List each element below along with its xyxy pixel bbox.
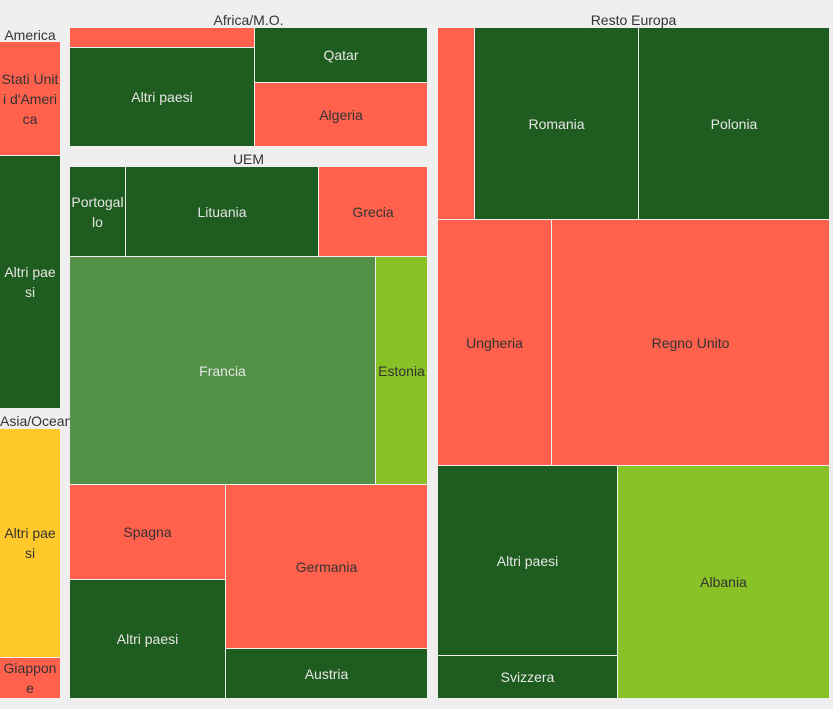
treemap-cell-uem-estonia[interactable]: Estonia [376, 257, 427, 484]
group-label-africa-m-o: Africa/M.O. [213, 12, 284, 28]
group-label-asia-oceania: Asia/Oceania [0, 413, 84, 429]
treemap-cell-resto-europa-svizzera[interactable]: Svizzera [438, 656, 617, 698]
treemap-cell-america-stati-uniti-d-america[interactable]: Stati Uniti d'America [0, 42, 60, 155]
treemap-cell-resto-europa-altri-paesi[interactable]: Altri paesi [438, 466, 617, 655]
treemap-cell-asia-oceania-altri-paesi[interactable]: Altri paesi [0, 429, 60, 657]
treemap-cell-africa-m-o-altri-paesi[interactable]: Altri paesi [70, 48, 254, 146]
treemap-cell-label: Lituania [197, 203, 247, 220]
treemap-cell-america-altri-paesi[interactable]: Altri paesi [0, 156, 60, 408]
treemap-cell-label: Spagna [123, 524, 172, 540]
treemap-cell-label: Altri paesi [131, 89, 193, 105]
treemap-cell-africa-m-o-qatar[interactable]: Qatar [255, 28, 427, 82]
treemap-cell-uem-austria[interactable]: Austria [226, 649, 427, 698]
treemap-cell-label: Francia [199, 362, 246, 379]
group-label-uem: UEM [232, 151, 265, 167]
treemap-cell-resto-europa-regno-unito[interactable]: Regno Unito [552, 220, 829, 465]
treemap-cell-label: Ungheria [466, 334, 523, 351]
treemap-cell-label: Regno Unito [651, 334, 730, 351]
treemap-cell-label: Altri paesi [116, 631, 179, 647]
treemap-cell-africa-m-o-algeria[interactable]: Algeria [255, 83, 427, 146]
treemap-cell-label: Altri paesi [4, 264, 56, 300]
treemap-cell-uem-grecia[interactable]: Grecia [319, 167, 427, 256]
treemap-cell-label: Polonia [710, 115, 758, 132]
group-label-america: America [4, 27, 56, 43]
treemap-cell-label: Grecia [352, 203, 394, 220]
treemap-cell-resto-europa-ungheria[interactable]: Ungheria [438, 220, 551, 465]
treemap-cell-uem-germania[interactable]: Germania [226, 485, 427, 648]
treemap-cell-label: Qatar [323, 47, 359, 63]
treemap-cell-label: Portogallo [71, 193, 124, 230]
treemap-cell-uem-altri-paesi[interactable]: Altri paesi [70, 580, 225, 698]
treemap-cell-label: Svizzera [500, 669, 555, 685]
treemap-cell-label: Germania [295, 558, 358, 575]
treemap-cell-resto-europa-item-0[interactable] [438, 28, 474, 219]
treemap-cell-label: Austria [304, 665, 349, 682]
treemap-cell-label: Giappone [3, 660, 57, 696]
treemap-cell-resto-europa-albania[interactable]: Albania [618, 466, 829, 698]
treemap-cell-label: Albania [700, 574, 747, 590]
treemap-cell-label: Altri paesi [4, 525, 56, 561]
treemap-cell-asia-oceania-giappone[interactable]: Giappone [0, 658, 60, 698]
treemap-cell-uem-lituania[interactable]: Lituania [126, 167, 318, 256]
treemap-cell-resto-europa-polonia[interactable]: Polonia [639, 28, 829, 219]
treemap-cell-label: Stati Uniti d'America [1, 70, 59, 127]
treemap-cell-uem-portogallo[interactable]: Portogallo [70, 167, 125, 256]
treemap-cell-label: Algeria [319, 106, 363, 123]
treemap-cell-uem-spagna[interactable]: Spagna [70, 485, 225, 579]
treemap-cell-label: Romania [528, 115, 585, 132]
group-label-resto-europa: Resto Europa [590, 12, 677, 28]
treemap-cell-uem-francia[interactable]: Francia [70, 257, 375, 484]
treemap-cell-label: Estonia [378, 362, 425, 379]
treemap-cell-label: Altri paesi [496, 552, 559, 569]
treemap-cell-resto-europa-romania[interactable]: Romania [475, 28, 638, 219]
treemap-cell-africa-m-o-item-0[interactable] [70, 28, 254, 47]
